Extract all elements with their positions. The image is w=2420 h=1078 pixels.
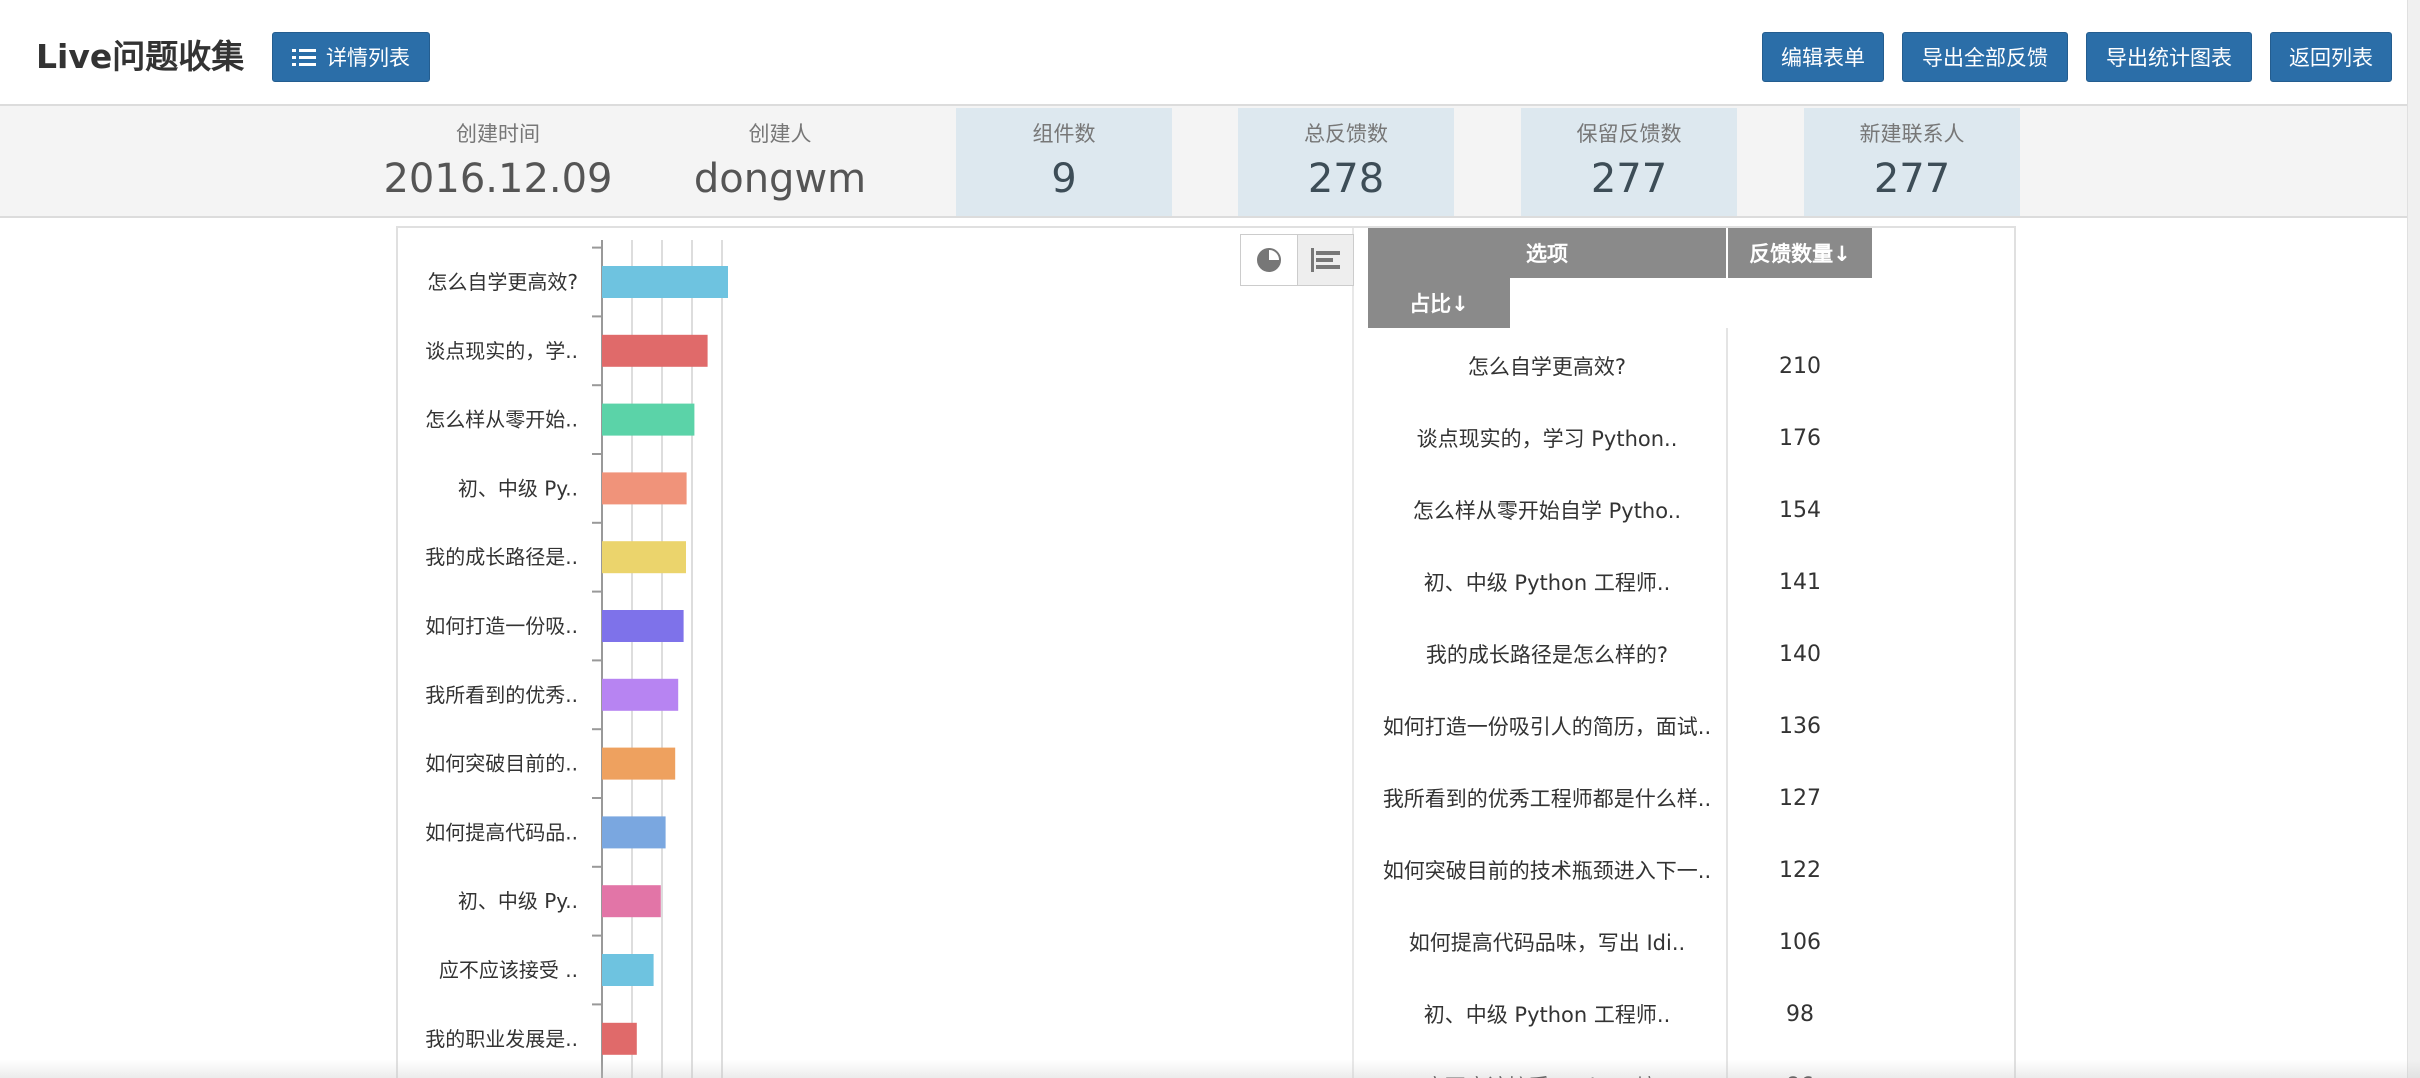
option-cell: 初、中级 Python 工程师.. [1423, 571, 1671, 595]
chart-bar [602, 472, 687, 505]
count-cell: 141 [1779, 569, 1821, 595]
option-cell: 如何突破目前的技术瓶颈进入下一.. [1382, 859, 1712, 883]
edit-form-button[interactable]: 编辑表单 [1762, 32, 1884, 82]
count-cell: 154 [1779, 497, 1821, 523]
stats-panel: 怎么自学更高效? 谈点现实的，学.. 怎么样从零开始.. 初、中级 Py.. 我的成长路… [396, 226, 2016, 1078]
stat-value: dongwm [693, 156, 867, 202]
table-row: 怎么样从零开始自学 Pytho.. 154 [1368, 474, 2014, 546]
table-row: 如何打造一份吸引人的简历，面试.. 136 [1368, 690, 2014, 762]
stat-label: 保留反馈数 [1576, 122, 1682, 146]
detail-list-label: 详情列表 [326, 46, 410, 70]
table-row: 如何提高代码品味，写出 Idi.. 106 [1368, 906, 2014, 978]
chart-type-toolbox [1240, 234, 1354, 286]
category-label: 我的职业发展是.. [425, 1027, 578, 1051]
stat-new-contacts: 新建联系人 277 [1804, 108, 2020, 216]
stat-created-time: 创建时间 2016.12.09 [382, 108, 614, 216]
table-row: 初、中级 Python 工程师.. 141 [1368, 546, 2014, 618]
chart-bar [602, 954, 654, 986]
chart-bar [602, 610, 684, 642]
chart-bar [602, 334, 708, 367]
pie-chart-toggle[interactable] [1241, 235, 1297, 285]
chart-bar [602, 266, 728, 298]
count-cell: 98 [1786, 1001, 1814, 1027]
option-cell: 如何提高代码品味，写出 Idi.. [1408, 931, 1686, 955]
stat-label: 新建联系人 [1859, 122, 1965, 146]
stat-label: 总反馈数 [1304, 122, 1388, 146]
option-cell: 初、中级 Python 工程师.. [1423, 1003, 1671, 1027]
bar-chart-toggle[interactable] [1297, 235, 1353, 285]
stat-label: 组件数 [1032, 122, 1096, 146]
table-row: 我的成长路径是怎么样的? 140 [1368, 618, 2014, 690]
category-label: 如何提高代码品.. [425, 820, 578, 844]
option-cell: 怎么样从零开始自学 Pytho.. [1412, 499, 1682, 523]
stat-label: 创建时间 [456, 122, 540, 146]
category-label: 初、中级 Py.. [458, 889, 578, 913]
category-label: 我的成长路径是.. [425, 545, 578, 569]
page-title: Live问题收集 [36, 37, 245, 76]
option-cell: 应不应该接受 Python 培.. [1368, 1050, 1726, 1078]
table-row: 我所看到的优秀工程师都是什么样.. 127 [1368, 762, 2014, 834]
count-cell: 127 [1779, 785, 1821, 811]
list-icon [292, 48, 316, 66]
category-label: 我所看到的优秀.. [425, 683, 578, 707]
page-scrollbar[interactable] [2407, 0, 2420, 1078]
table-row: 初、中级 Python 工程师.. 98 [1368, 978, 2014, 1050]
option-cell: 如何打造一份吸引人的简历，面试.. [1382, 715, 1712, 739]
stat-components: 组件数 9 [956, 108, 1172, 216]
category-label: 应不应该接受 .. [439, 958, 578, 982]
category-label: 谈点现实的，学.. [425, 339, 578, 363]
table-row: 如何突破目前的技术瓶颈进入下一.. 122 [1368, 834, 2014, 906]
category-label: 如何打造一份吸.. [425, 614, 578, 638]
pie-chart-icon [1257, 248, 1281, 272]
count-cell: 140 [1779, 641, 1821, 667]
option-cell: 我所看到的优秀工程师都是什么样.. [1382, 787, 1712, 811]
chart-bar [602, 747, 676, 780]
export-all-feedback-button[interactable]: 导出全部反馈 [1902, 32, 2068, 82]
count-cell: 86 [1728, 1050, 1872, 1078]
stat-value: 2016.12.09 [383, 156, 613, 202]
chart-bar [602, 1022, 637, 1055]
category-label: 怎么自学更高效? [427, 270, 578, 294]
feedback-table: 选项 反馈数量↓ 占比↓ 怎么自学更高效? 210 谈点现实的，学习 Python.… [1368, 228, 2014, 1078]
stat-value: 278 [1307, 156, 1385, 202]
count-cell: 176 [1779, 425, 1821, 451]
stat-kept-feedback: 保留反馈数 277 [1521, 108, 1737, 216]
option-cell: 我的成长路径是怎么样的? [1425, 643, 1669, 667]
back-to-list-button[interactable]: 返回列表 [2270, 32, 2392, 82]
bar-chart: 怎么自学更高效? 谈点现实的，学.. 怎么样从零开始.. 初、中级 Py.. 我的成长路… [425, 240, 728, 1078]
stat-label: 创建人 [748, 122, 812, 146]
export-stat-chart-button[interactable]: 导出统计图表 [2086, 32, 2252, 82]
count-cell: 106 [1779, 929, 1821, 955]
stat-value: 277 [1873, 156, 1951, 202]
table-row: 谈点现实的，学习 Python.. 176 [1368, 402, 2014, 474]
chart-bar [602, 816, 666, 849]
top-bar: Live问题收集 详情列表 编辑表单 导出全部反馈 导出统计图表 返回列表 [0, 0, 2420, 106]
table-row: 应不应该接受 Python 培..86 [1368, 1050, 2014, 1078]
chart-bar [602, 403, 695, 436]
column-header-option[interactable]: 选项 [1368, 228, 1726, 278]
detail-list-button[interactable]: 详情列表 [272, 32, 430, 82]
category-label: 怎么样从零开始.. [425, 408, 578, 432]
stat-value: 9 [1051, 156, 1077, 202]
count-cell: 122 [1779, 857, 1821, 883]
column-header-count[interactable]: 反馈数量↓ [1728, 228, 1872, 278]
stat-creator: 创建人 dongwm [664, 108, 896, 216]
bar-chart-icon [1310, 248, 1341, 272]
table-row: 怎么自学更高效? 210 [1368, 330, 2014, 402]
chart-bar [602, 885, 661, 918]
chart-area: 怎么自学更高效? 谈点现实的，学.. 怎么样从零开始.. 初、中级 Py.. 我的成长路… [398, 228, 1354, 1078]
stat-value: 277 [1590, 156, 1668, 202]
option-cell: 怎么自学更高效? [1467, 355, 1627, 379]
count-cell: 136 [1779, 713, 1821, 739]
chart-bar [602, 541, 686, 574]
chart-bar [602, 678, 679, 711]
column-divider [1726, 328, 1728, 1078]
category-label: 初、中级 Py.. [458, 476, 578, 500]
stats-band: 创建时间 2016.12.09 创建人 dongwm 组件数 9 总反馈数 27… [0, 106, 2420, 218]
stat-total-feedback: 总反馈数 278 [1238, 108, 1454, 216]
count-cell: 210 [1779, 353, 1821, 379]
option-cell: 谈点现实的，学习 Python.. [1416, 427, 1678, 451]
category-label: 如何突破目前的.. [425, 752, 578, 776]
column-header-ratio[interactable]: 占比↓ [1368, 278, 1510, 328]
